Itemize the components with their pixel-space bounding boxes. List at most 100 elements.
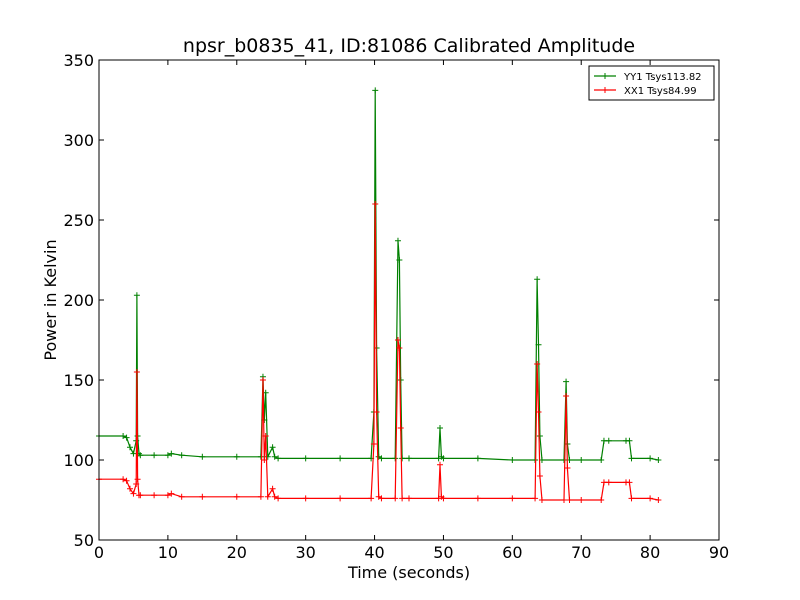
data-point [257, 493, 264, 500]
legend: YY1 Tsys113.82 XX1 Tsys84.99 [588, 65, 715, 101]
legend-marker [602, 87, 608, 93]
data-point [261, 457, 268, 463]
y-tick-label: 300 [63, 131, 94, 150]
data-point [406, 495, 412, 502]
data-point [133, 481, 140, 487]
data-point [368, 495, 375, 502]
data-point [168, 490, 175, 497]
data-point [509, 495, 516, 502]
y-tick-label: 100 [63, 451, 94, 470]
data-point [372, 87, 379, 94]
data-point [598, 497, 605, 503]
x-tick-label: 20 [227, 543, 247, 562]
data-point [133, 292, 140, 299]
data-point [440, 455, 447, 462]
data-point [474, 455, 481, 462]
x-tick-label: 60 [502, 543, 522, 562]
data-point [337, 495, 344, 502]
x-tick-label: 0 [94, 543, 104, 562]
data-point [563, 393, 570, 399]
data-point [535, 409, 542, 415]
data-point [563, 378, 570, 385]
data-point [178, 452, 185, 459]
data-point [628, 495, 635, 502]
data-point [536, 433, 543, 439]
data-point [151, 492, 158, 499]
data-point [269, 444, 276, 451]
x-tick-label: 80 [640, 543, 660, 562]
series-1 [96, 201, 662, 503]
legend-label: XX1 Tsys84.99 [624, 86, 697, 97]
data-point [399, 455, 406, 462]
data-point [127, 485, 133, 492]
data-point [534, 276, 541, 283]
data-point [561, 457, 567, 463]
data-point [598, 457, 605, 463]
data-point [127, 444, 133, 451]
data-point [399, 495, 406, 502]
data-point [269, 485, 276, 492]
y-tick-label: 350 [63, 51, 94, 70]
data-point [561, 497, 567, 503]
x-tick-label: 40 [364, 543, 384, 562]
data-point [564, 465, 571, 471]
data-point [396, 257, 403, 263]
data-point [337, 455, 344, 462]
data-point [532, 495, 539, 502]
y-tick-label: 50 [74, 531, 94, 550]
data-point [474, 495, 481, 502]
data-point [605, 437, 612, 444]
y-tick-label: 200 [63, 291, 94, 310]
data-point [151, 452, 158, 459]
data-point [271, 453, 278, 460]
data-point [372, 201, 379, 207]
data-point [440, 495, 447, 502]
data-point [275, 455, 282, 462]
data-point [392, 495, 399, 502]
data-point [264, 493, 271, 500]
data-point [536, 473, 543, 479]
data-point [378, 495, 385, 502]
data-point [134, 476, 141, 483]
data-point [534, 361, 541, 367]
data-point [168, 450, 175, 457]
data-point [199, 453, 206, 460]
data-point [373, 409, 380, 415]
data-point [397, 377, 404, 383]
data-point [566, 497, 573, 503]
data-point [655, 457, 662, 463]
data-point [538, 497, 545, 503]
data-point [578, 457, 585, 463]
data-point [509, 457, 516, 463]
data-point [137, 452, 144, 459]
data-point [302, 495, 309, 502]
data-point [437, 461, 443, 468]
x-tick-label: 70 [571, 543, 591, 562]
axes-layer: 0 10 20 30 40 50 60 70 80 90 50 100 150 200 250 300 350 [63, 51, 729, 562]
data-point [394, 337, 401, 343]
data-point [647, 455, 654, 462]
data-point [394, 237, 401, 244]
data-point [199, 493, 206, 500]
legend-box [588, 65, 715, 101]
data-point [397, 425, 404, 431]
data-point [628, 455, 635, 462]
data-point [655, 497, 662, 503]
data-point [262, 433, 269, 439]
data-point [164, 492, 171, 499]
x-tick-label: 10 [158, 543, 178, 562]
data-point [647, 495, 654, 502]
x-tick-label: 30 [295, 543, 315, 562]
data-point [626, 479, 633, 486]
data-point [406, 455, 412, 462]
chart-title: npsr_b0835_41, ID:81086 Calibrated Ampli… [183, 35, 635, 57]
data-point [130, 450, 137, 457]
data-point [605, 479, 612, 486]
data-point [130, 490, 137, 497]
y-tick-label: 250 [63, 211, 94, 230]
data-point [233, 493, 240, 500]
x-tick-label: 90 [709, 543, 729, 562]
data-point [535, 341, 542, 348]
data-point [133, 369, 140, 375]
